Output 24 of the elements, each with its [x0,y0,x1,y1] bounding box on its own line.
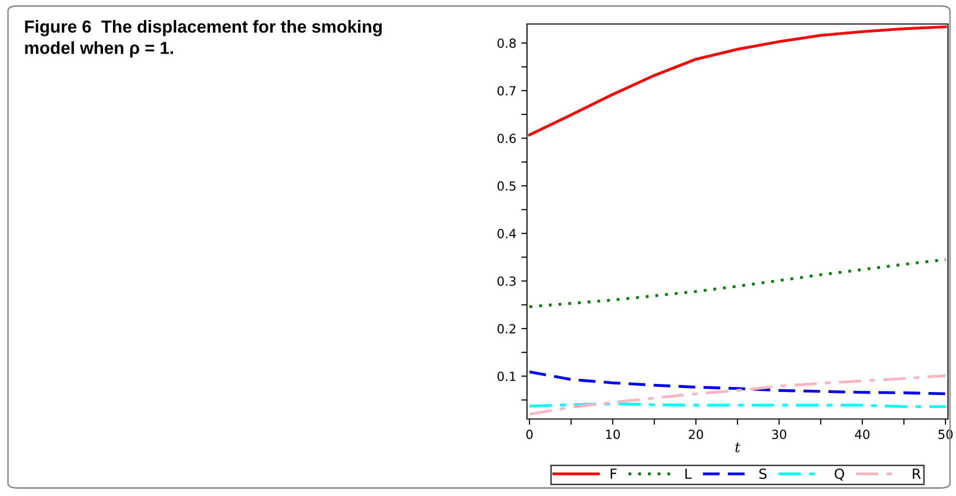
line-series [528,374,947,416]
y-tick-label: 0.1 [498,372,516,382]
y-tick-label: 0.6 [498,134,516,144]
y-tick-label: 0.7 [498,86,516,96]
legend-label: F [610,468,617,479]
x-axis-title: t [735,442,740,452]
y-tick-label: 0.2 [498,324,516,334]
legend-label: L [685,468,692,479]
x-tick-label: 0 [526,430,533,440]
y-tick-label: 0.3 [498,276,516,286]
x-tick-label: 30 [772,430,786,440]
line-series [528,258,947,308]
legend-label: Q [834,468,844,481]
y-tick-label: 0.5 [498,181,516,191]
line-series [528,370,947,396]
x-tick-label: 20 [688,430,704,440]
x-tick-label: 50 [938,430,953,440]
y-tick-label: 0.4 [498,228,516,238]
x-tick-label: 40 [854,430,870,440]
legend-label: S [759,468,766,479]
x-tick-label: 10 [606,430,620,440]
text: Figure 6 The displacement for the smoking model when ρ = 1. [25,20,382,58]
legend-label: R [912,468,921,479]
y-tick-label: 0.8 [498,38,516,48]
